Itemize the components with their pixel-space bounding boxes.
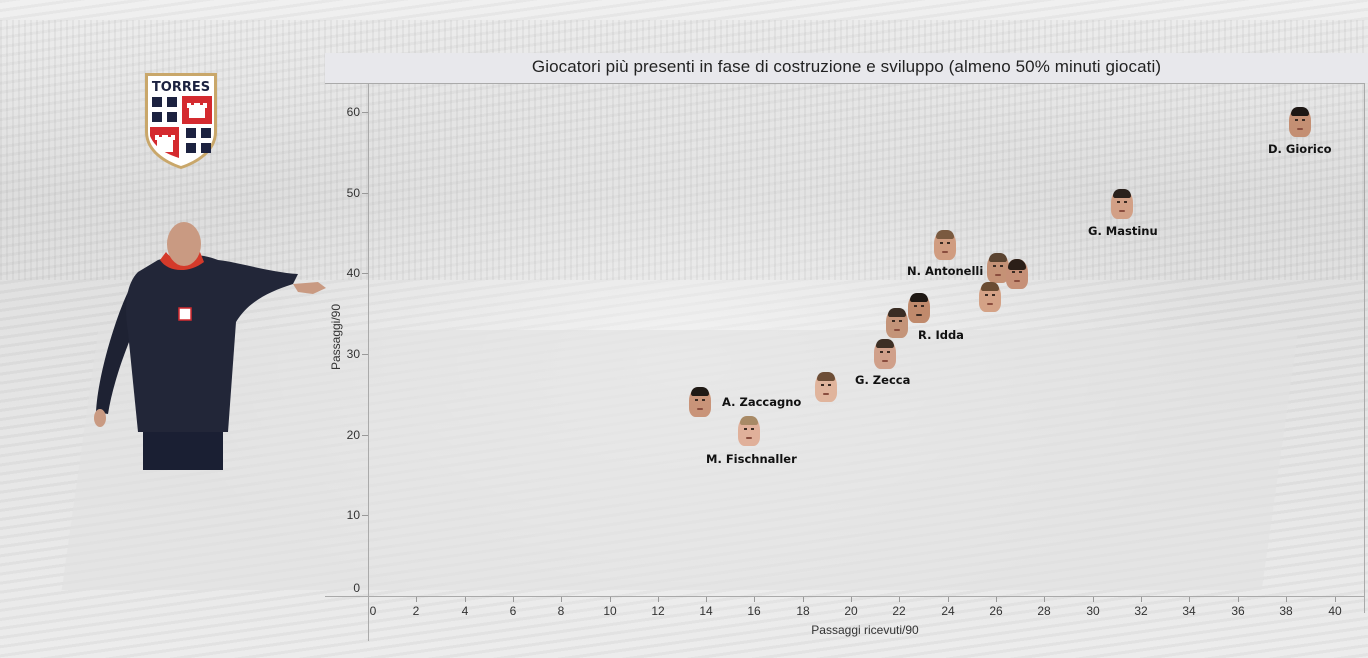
x-tick-mark: [706, 597, 707, 602]
data-point-giorico[interactable]: [1289, 107, 1311, 137]
x-tick-label: 36: [1231, 604, 1245, 618]
x-tick-label: 18: [796, 604, 810, 618]
x-tick-mark: [1141, 597, 1142, 602]
x-tick-mark: [465, 597, 466, 602]
x-tick-label: 16: [747, 604, 761, 618]
x-tick-label: 22: [892, 604, 906, 618]
x-tick-mark: [1189, 597, 1190, 602]
y-tick-mark: [362, 273, 368, 274]
point-label: A. Zaccagno: [722, 395, 802, 409]
x-tick-mark: [996, 597, 997, 602]
x-tick-label: 26: [989, 604, 1003, 618]
x-tick-mark: [513, 597, 514, 602]
x-tick-label: 34: [1182, 604, 1196, 618]
y-tick-label: 30: [346, 347, 360, 361]
y-axis-label: Passaggi/90: [329, 303, 343, 371]
data-point-unlabeled[interactable]: [987, 253, 1009, 283]
y-tick-mark: [362, 193, 368, 194]
x-tick-mark: [948, 597, 949, 602]
y-tick-mark: [362, 515, 368, 516]
y-tick-label: 50: [346, 186, 360, 200]
data-point-unlabeled[interactable]: [1006, 259, 1028, 289]
x-tick-mark: [416, 597, 417, 602]
data-point-idda[interactable]: [908, 293, 930, 323]
x-tick-label: 10: [603, 604, 617, 618]
x-tick-mark: [1044, 597, 1045, 602]
x-tick-mark: [803, 597, 804, 602]
point-label: N. Antonelli: [907, 264, 984, 278]
x-tick-label: 2: [412, 604, 420, 618]
data-point-zaccagno[interactable]: [689, 387, 711, 417]
x-tick-label: 6: [509, 604, 517, 618]
y-tick-mark: [362, 435, 368, 436]
x-tick-label: 30: [1086, 604, 1100, 618]
x-tick-mark: [1286, 597, 1287, 602]
point-label: G. Zecca: [855, 373, 911, 387]
x-tick-label: 14: [699, 604, 713, 618]
x-axis-line: [325, 596, 1365, 597]
x-tick-label: 20: [844, 604, 858, 618]
torres-crest-logo: TORRES: [145, 73, 217, 169]
x-tick-label: 4: [461, 604, 469, 618]
x-tick-label: 40: [1328, 604, 1342, 618]
x-tick-mark: [1093, 597, 1094, 602]
y-tick-label: 60: [346, 105, 360, 119]
x-tick-mark: [1335, 597, 1336, 602]
x-tick-label: 0: [369, 604, 377, 618]
y-axis-line: [368, 83, 369, 641]
x-tick-label: 8: [557, 604, 565, 618]
coach-photo: [94, 222, 326, 470]
point-label: G. Mastinu: [1088, 224, 1158, 238]
x-tick-mark: [610, 597, 611, 602]
x-tick-label: 32: [1134, 604, 1148, 618]
y-tick-mark: [362, 112, 368, 113]
x-tick-label: 38: [1279, 604, 1293, 618]
data-point-fischnaller[interactable]: [738, 416, 760, 446]
x-tick-label: 28: [1037, 604, 1051, 618]
x-tick-mark: [899, 597, 900, 602]
x-tick-mark: [754, 597, 755, 602]
data-point-mastinu[interactable]: [1111, 189, 1133, 219]
y-tick-label: 40: [346, 266, 360, 280]
point-label: R. Idda: [918, 328, 964, 342]
x-tick-mark: [658, 597, 659, 602]
x-tick-mark: [561, 597, 562, 602]
point-label: M. Fischnaller: [706, 452, 797, 466]
x-tick-mark: [1238, 597, 1239, 602]
data-point-unlabeled[interactable]: [886, 308, 908, 338]
y-tick-label: 10: [346, 508, 360, 522]
data-point-antonelli[interactable]: [934, 230, 956, 260]
x-tick-label: 12: [651, 604, 665, 618]
x-tick-label: 24: [941, 604, 955, 618]
data-point-unlabeled[interactable]: [979, 282, 1001, 312]
data-point-zecca[interactable]: [874, 339, 896, 369]
y-tick-label: 0: [353, 581, 360, 595]
data-point-unlabeled[interactable]: [815, 372, 837, 402]
plot-top-border: [325, 83, 1364, 84]
point-label: D. Giorico: [1268, 142, 1332, 156]
chart-title: Giocatori più presenti in fase di costru…: [325, 53, 1368, 83]
x-tick-mark: [851, 597, 852, 602]
plot-right-border: [1364, 83, 1365, 613]
y-tick-mark: [362, 354, 368, 355]
svg-text:TORRES: TORRES: [152, 80, 210, 95]
x-axis-label: Passaggi ricevuti/90: [811, 623, 919, 637]
y-tick-label: 20: [346, 428, 360, 442]
